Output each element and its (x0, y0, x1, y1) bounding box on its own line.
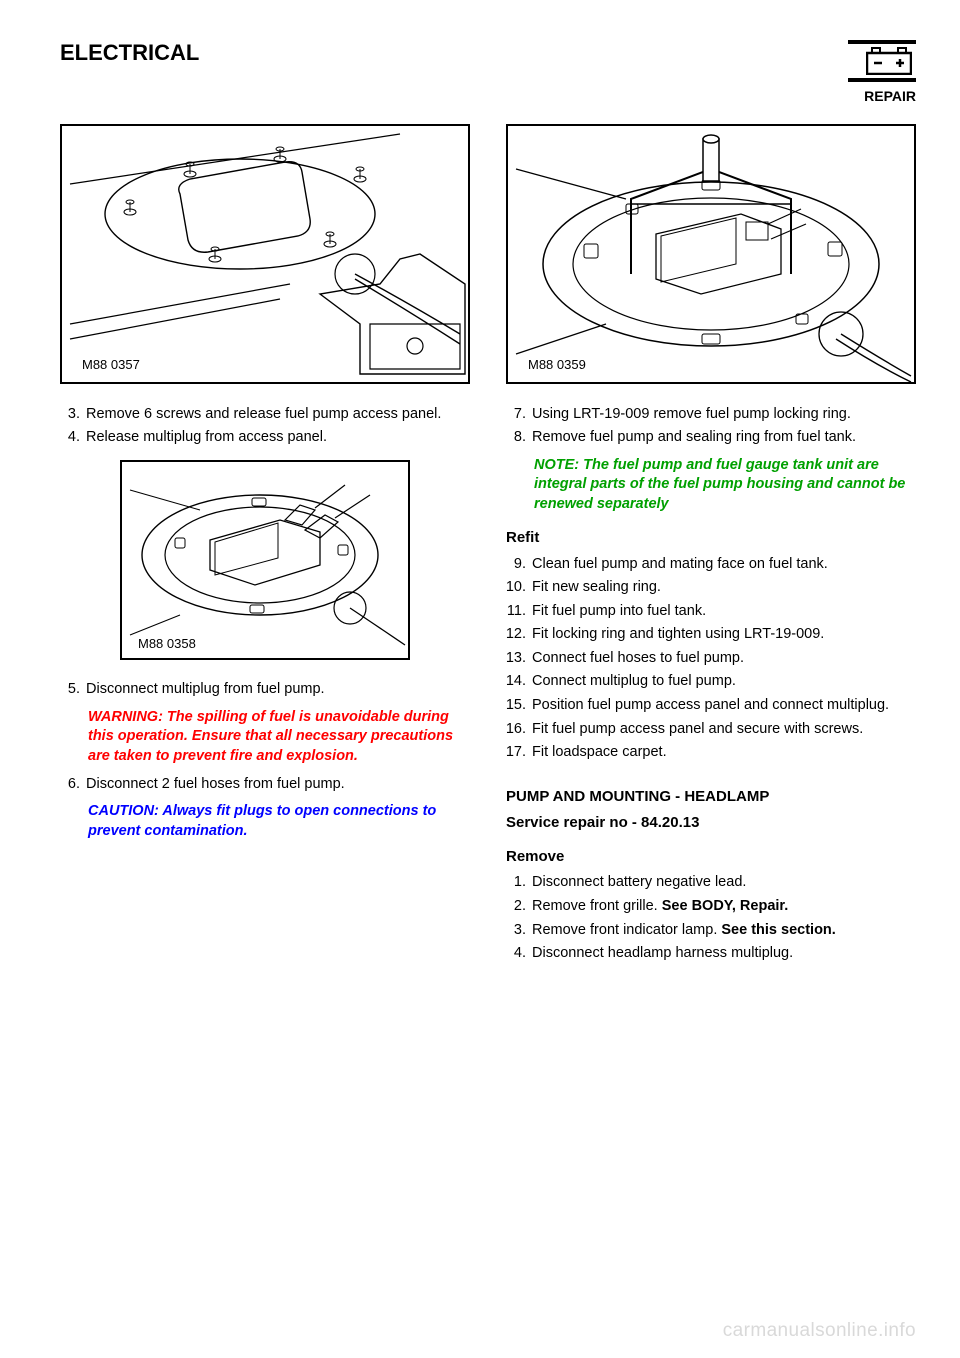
link-this-section[interactable]: See this section. (721, 922, 835, 938)
step-5: Disconnect multiplug from fuel pump. (84, 680, 470, 700)
step-17: Fit loadspace carpet. (530, 743, 916, 763)
section-title: ELECTRICAL (60, 40, 199, 66)
remove-steps: Disconnect battery negative lead. Remove… (506, 873, 916, 963)
step-15: Position fuel pump access panel and conn… (530, 696, 916, 716)
refit-heading: Refit (506, 528, 916, 548)
remove-step-4: Disconnect headlamp harness multiplug. (530, 944, 916, 964)
content-columns: M88 0357 Remove 6 screws and release fue… (60, 124, 916, 968)
step-11: Fit fuel pump into fuel tank. (530, 602, 916, 622)
figure-m88-0358: M88 0358 (120, 460, 410, 660)
page-header: ELECTRICAL REPAIR (60, 40, 916, 104)
steps-5: Disconnect multiplug from fuel pump. (60, 680, 470, 700)
remove-step-3: Remove front indicator lamp. See this se… (530, 921, 916, 941)
subheader: REPAIR (848, 88, 916, 104)
step-13: Connect fuel hoses to fuel pump. (530, 649, 916, 669)
steps-6: Disconnect 2 fuel hoses from fuel pump. (60, 775, 470, 795)
pump-mounting-heading: PUMP AND MOUNTING - HEADLAMP (506, 787, 916, 807)
figure-label: M88 0357 (82, 357, 140, 372)
figure-label: M88 0358 (138, 636, 196, 651)
header-right: REPAIR (848, 40, 916, 104)
step-16: Fit fuel pump access panel and secure wi… (530, 720, 916, 740)
watermark: carmanualsonline.info (723, 1320, 916, 1342)
warning-text: WARNING: The spilling of fuel is unavoid… (88, 708, 470, 767)
steps-3-4: Remove 6 screws and release fuel pump ac… (60, 405, 470, 448)
figure-label: M88 0359 (528, 357, 586, 372)
remove-step-2: Remove front grille. See BODY, Repair. (530, 897, 916, 917)
step-14: Connect multiplug to fuel pump. (530, 672, 916, 692)
refit-steps: Clean fuel pump and mating face on fuel … (506, 555, 916, 763)
figure-m88-0357: M88 0357 (60, 124, 470, 384)
service-repair-no: Service repair no - 84.20.13 (506, 813, 916, 833)
remove-step-1: Disconnect battery negative lead. (530, 873, 916, 893)
right-column: M88 0359 Using LRT-19-009 remove fuel pu… (506, 124, 916, 968)
step-3: Remove 6 screws and release fuel pump ac… (84, 405, 470, 425)
remove-heading: Remove (506, 847, 916, 867)
note-text: NOTE: The fuel pump and fuel gauge tank … (534, 456, 916, 515)
step-9: Clean fuel pump and mating face on fuel … (530, 555, 916, 575)
step-6: Disconnect 2 fuel hoses from fuel pump. (84, 775, 470, 795)
step-4: Release multiplug from access panel. (84, 428, 470, 448)
link-body-repair[interactable]: See BODY, Repair. (662, 898, 789, 914)
step-8: Remove fuel pump and sealing ring from f… (530, 428, 916, 448)
step-7: Using LRT-19-009 remove fuel pump lockin… (530, 405, 916, 425)
step-10: Fit new sealing ring. (530, 578, 916, 598)
caution-text: CAUTION: Always fit plugs to open connec… (88, 802, 470, 841)
figure-m88-0359: M88 0359 (506, 124, 916, 384)
steps-7-8: Using LRT-19-009 remove fuel pump lockin… (506, 405, 916, 448)
step-12: Fit locking ring and tighten using LRT-1… (530, 625, 916, 645)
left-column: M88 0357 Remove 6 screws and release fue… (60, 124, 470, 968)
battery-icon (848, 40, 916, 82)
page: ELECTRICAL REPAIR (0, 0, 960, 1358)
